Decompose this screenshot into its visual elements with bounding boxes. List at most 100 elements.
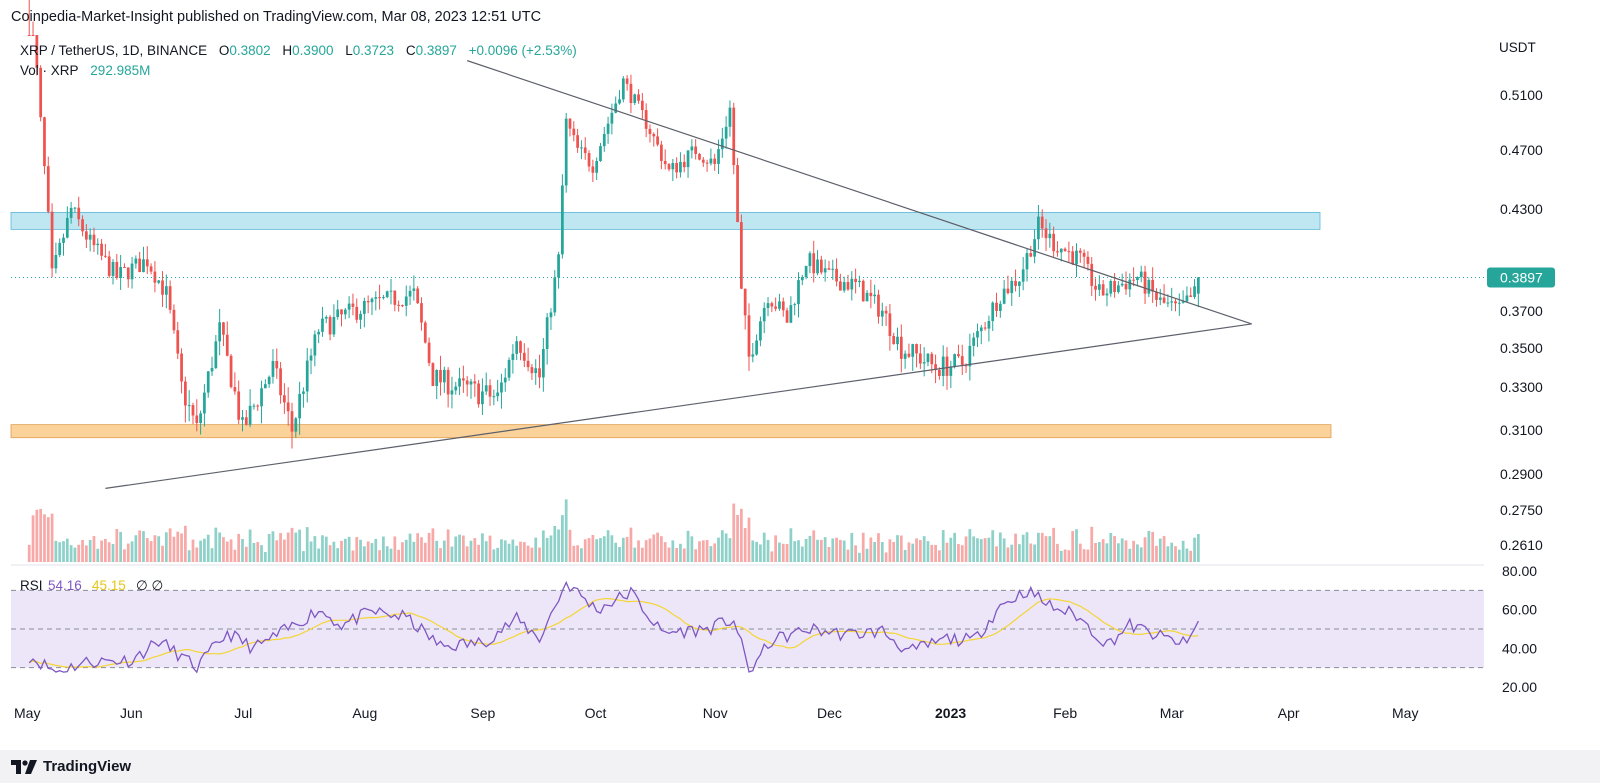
candle-body (435, 369, 439, 387)
x-tick-label: Jun (120, 705, 143, 721)
candle-body (797, 280, 800, 305)
volume-bar (858, 552, 861, 562)
candle-body (77, 207, 81, 220)
volume-bar (812, 530, 816, 562)
symbol-title[interactable]: XRP / TetherUS, 1D, BINANCE (20, 43, 208, 58)
volume-bar (682, 548, 686, 562)
volume-bar (717, 537, 720, 562)
candle-body (1109, 281, 1113, 294)
volume-bar (930, 544, 934, 562)
candle-body (35, 35, 39, 68)
candle-body (762, 308, 766, 322)
candle-body (816, 259, 819, 274)
volume-bar (1097, 542, 1101, 562)
rsi-ma-value: 45.15 (92, 578, 126, 593)
volume-bar (865, 548, 869, 562)
volume-bar (926, 541, 930, 562)
candle-body (705, 162, 709, 164)
y-tick-label: 0.3100 (1500, 422, 1543, 438)
volume-bar (751, 540, 755, 562)
candle-body (1010, 280, 1014, 294)
candle-body (397, 304, 401, 306)
volume-bar (1162, 536, 1166, 562)
candle-body (283, 395, 286, 403)
volume-bar (237, 533, 241, 562)
volume-bar (880, 542, 884, 562)
candle-body (62, 237, 65, 243)
candle-body (873, 294, 877, 297)
volume-value: 292.985M (90, 63, 151, 78)
volume-bar (435, 540, 439, 562)
volume-bar (1101, 539, 1105, 562)
volume-bar (614, 542, 618, 562)
candle-body (675, 162, 679, 173)
volume-bar (835, 537, 838, 562)
candle-body (199, 413, 202, 423)
volume-bar (1139, 547, 1143, 562)
candle-body (58, 242, 62, 255)
volume-label[interactable]: Vol · XRP (20, 63, 79, 78)
volume-bar (1143, 537, 1147, 562)
candle-body (1147, 279, 1151, 294)
volume-bar (507, 543, 511, 562)
candle-body (222, 322, 225, 335)
volume-bar (1117, 543, 1120, 562)
volume-bar (534, 537, 538, 562)
tradingview-logo[interactable]: TradingView (11, 758, 131, 775)
candle-body (1132, 279, 1135, 281)
candle-body (736, 165, 739, 223)
volume-bar (972, 536, 976, 562)
candle-body (850, 278, 854, 290)
candle-body (938, 369, 941, 376)
candle-body (667, 164, 671, 170)
candle-body (918, 353, 922, 364)
candle-body (1113, 281, 1116, 292)
candle-body (50, 211, 54, 269)
volume-bar (362, 546, 366, 562)
open-label: O (218, 43, 230, 58)
volume-bar (991, 530, 995, 562)
volume-bar (442, 540, 446, 562)
volume-bar (884, 552, 888, 562)
volume-bar (637, 540, 640, 562)
y-tick-label: 0.3500 (1500, 340, 1543, 356)
candle-body (260, 388, 263, 407)
candle-body (507, 359, 511, 378)
candle-body (370, 298, 374, 303)
volume-bar (736, 514, 739, 562)
volume-bar (759, 544, 762, 562)
volume-bar (774, 535, 778, 562)
volume-bar (351, 550, 355, 562)
volume-bar (599, 538, 602, 562)
candle-body (275, 361, 279, 369)
volume-bar (290, 527, 294, 562)
volume-bar (401, 542, 404, 562)
volume-bar (62, 541, 65, 562)
volume-bar (31, 515, 35, 562)
candle-body (374, 297, 378, 299)
volume-bar (439, 548, 442, 562)
volume-bar (248, 529, 252, 562)
candle-body (591, 166, 595, 173)
volume-bar (477, 544, 480, 562)
candle-body (987, 320, 991, 329)
candle-body (458, 378, 461, 387)
last-price-tag-label: 0.3897 (1500, 270, 1543, 286)
candle-body (610, 112, 614, 124)
volume-bar (979, 539, 983, 562)
candle-body (553, 277, 557, 313)
rsi-extra: ∅ ∅ (136, 578, 164, 593)
volume-bar (145, 538, 149, 562)
candle-body (781, 301, 785, 311)
candle-body (1086, 256, 1090, 264)
volume-bar (241, 539, 244, 562)
volume-bar (420, 537, 423, 562)
candle-body (84, 231, 88, 240)
volume-bar (713, 543, 717, 562)
candle-body (484, 385, 488, 392)
candle-body (233, 387, 237, 392)
volume-bar (404, 539, 408, 562)
volume-bar (111, 544, 115, 562)
volume-bar (918, 540, 922, 562)
